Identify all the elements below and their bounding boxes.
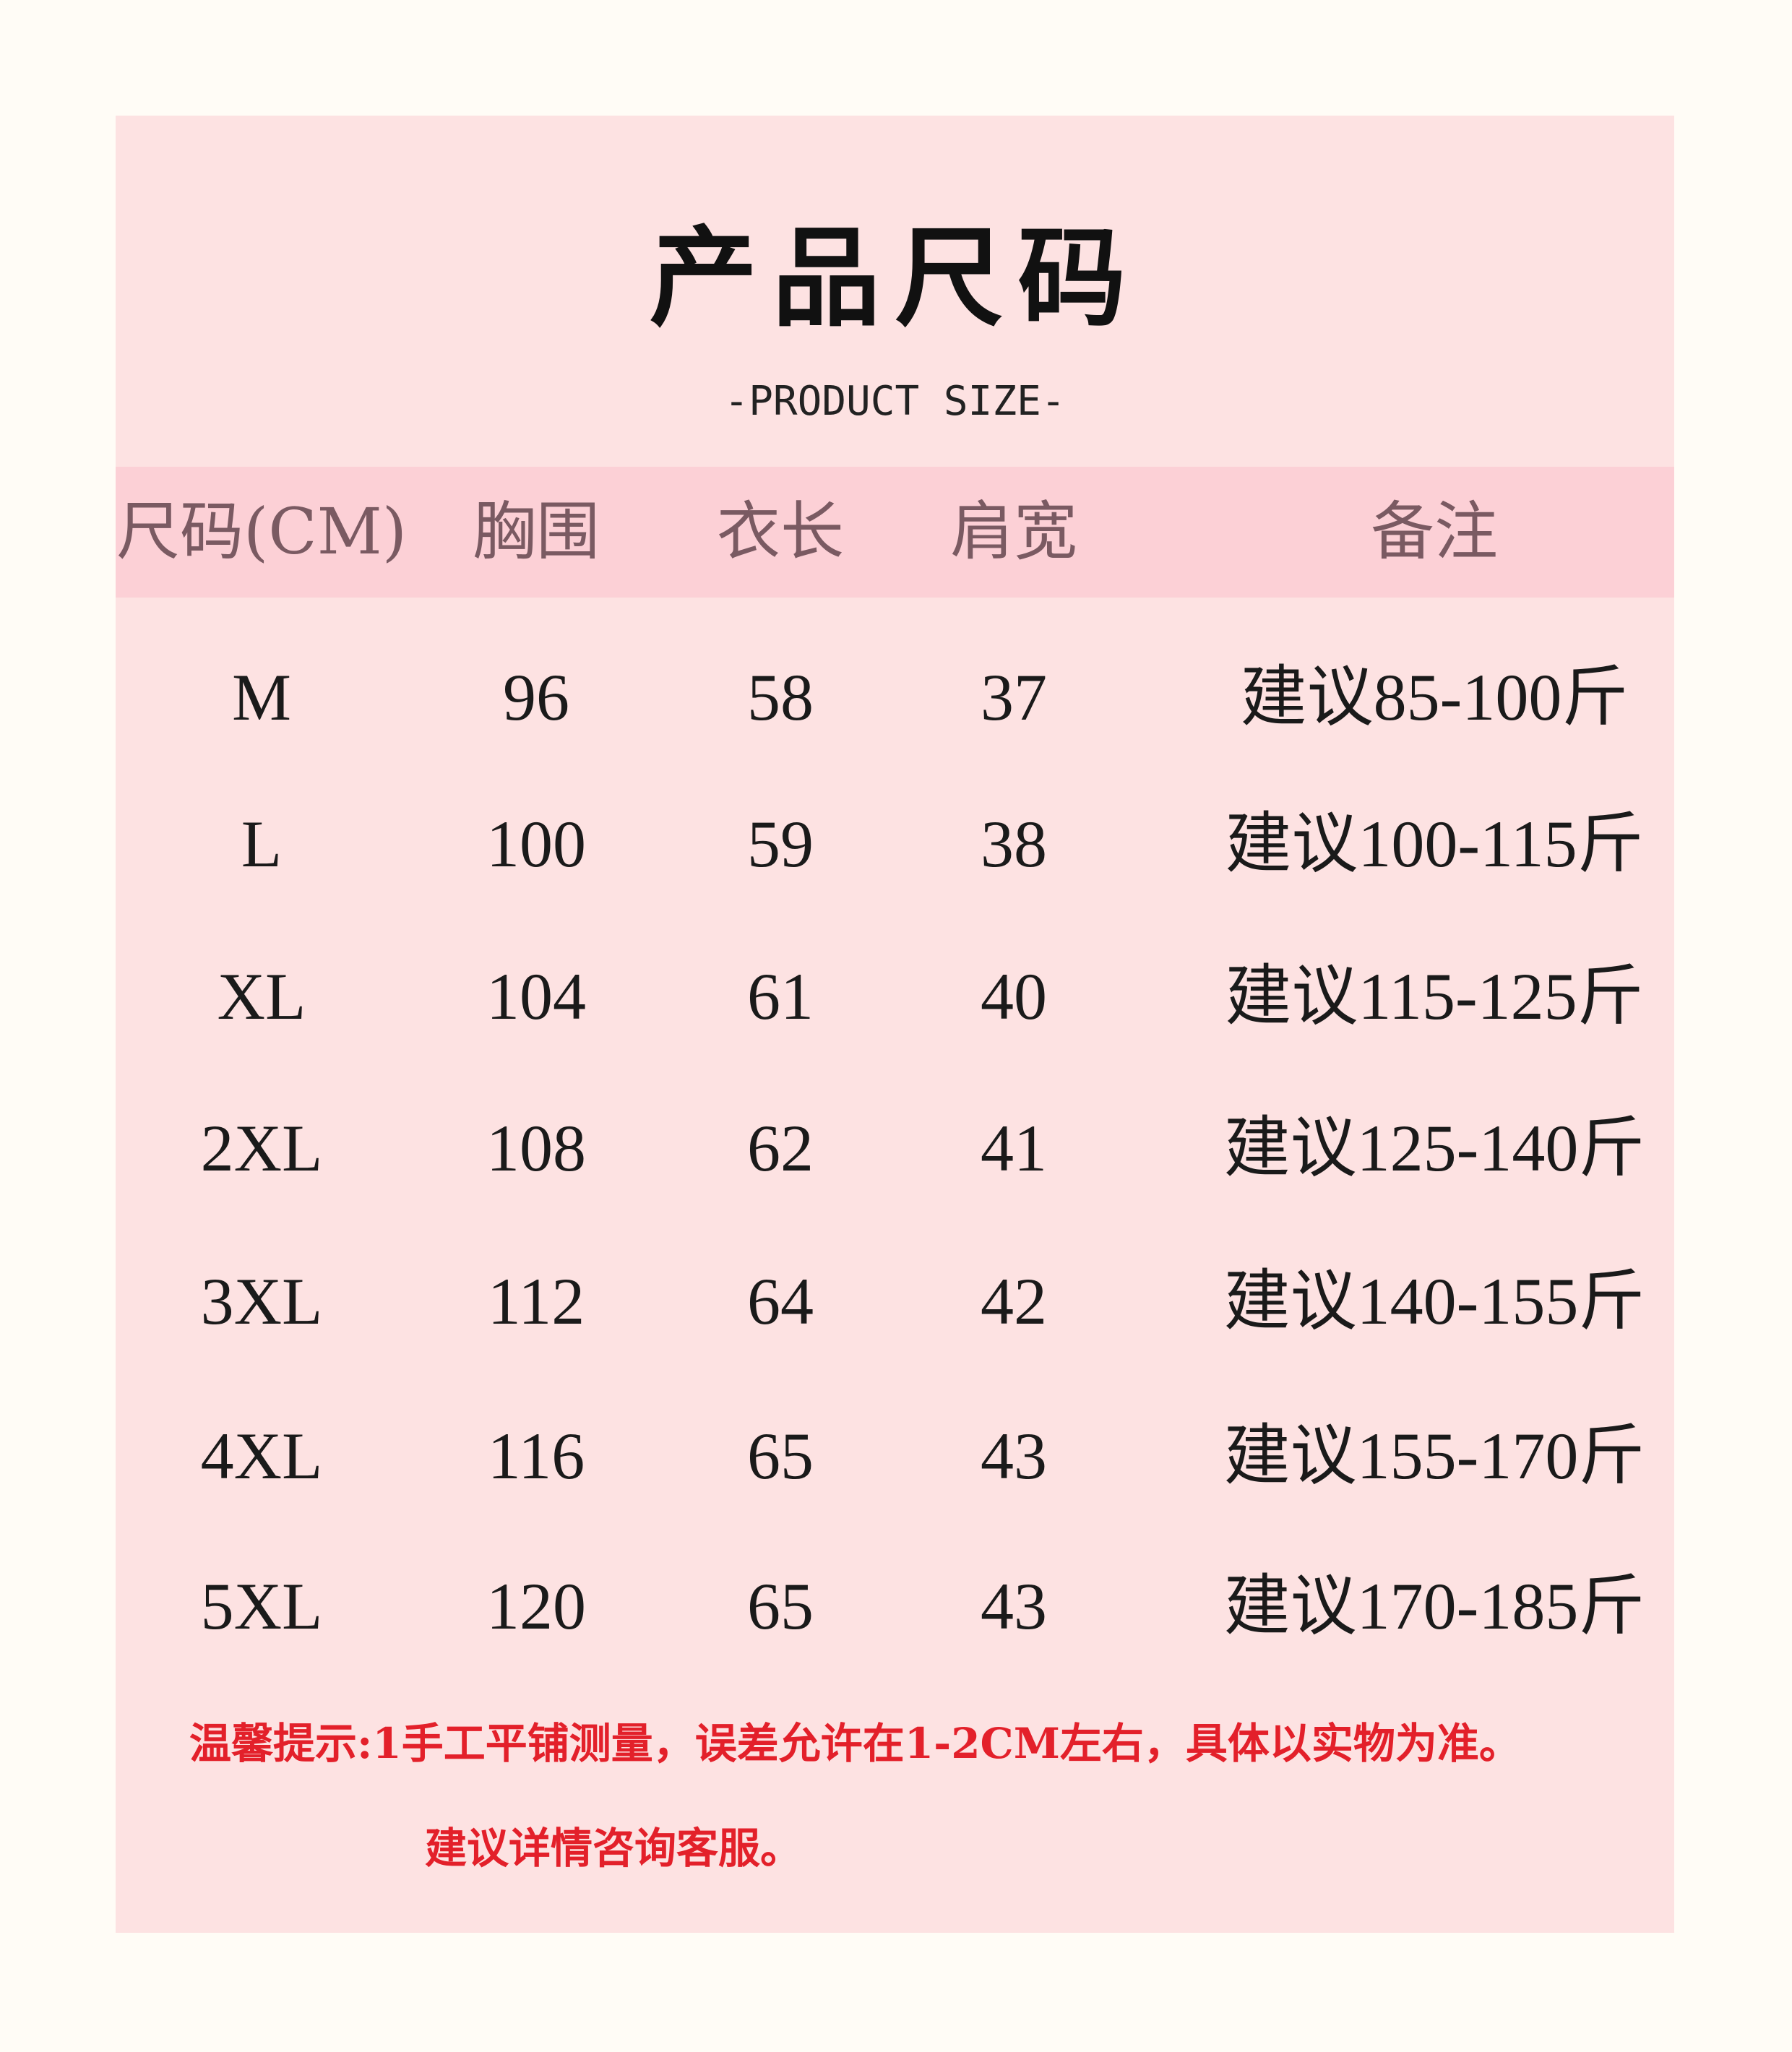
column-header: 衣长 xyxy=(716,494,845,569)
table-cell: 59 xyxy=(747,807,814,881)
table-cell: 41 xyxy=(981,1111,1047,1185)
table-cell: 42 xyxy=(981,1264,1047,1338)
table-header: 尺码(CM) 胸围 衣长 肩宽 备注 xyxy=(116,467,1674,598)
table-cell: 5XL xyxy=(200,1569,323,1643)
table-cell: 65 xyxy=(747,1419,814,1493)
table-cell: 116 xyxy=(487,1419,585,1493)
table-cell: 3XL xyxy=(200,1264,323,1338)
table-cell: 62 xyxy=(747,1111,814,1185)
table-cell: 4XL xyxy=(200,1419,323,1493)
column-header: 肩宽 xyxy=(949,494,1078,569)
table-cell: 112 xyxy=(487,1264,585,1338)
table-cell: 建议140-155斤 xyxy=(1223,1264,1645,1338)
note-line-2: 建议详情咨询客服。 xyxy=(425,1824,803,1873)
table-cell: 96 xyxy=(503,660,569,734)
table-cell: 43 xyxy=(981,1569,1047,1643)
table-cell: 建议100-115斤 xyxy=(1225,807,1644,881)
table-cell: 建议85-100斤 xyxy=(1240,660,1629,734)
page-title: 产品尺码 xyxy=(649,215,1141,342)
table-cell: 120 xyxy=(486,1569,586,1643)
table-cell: 64 xyxy=(747,1264,814,1338)
table-cell: 建议170-185斤 xyxy=(1223,1569,1645,1643)
table-cell: 建议115-125斤 xyxy=(1225,960,1644,1033)
column-header: 胸围 xyxy=(472,494,600,569)
table-cell: 58 xyxy=(747,660,814,734)
table-cell: 100 xyxy=(486,807,586,881)
table-cell: 建议155-170斤 xyxy=(1223,1419,1645,1493)
table-cell: 43 xyxy=(981,1419,1047,1493)
table-cell: L xyxy=(241,807,283,881)
table-cell: 建议125-140斤 xyxy=(1223,1111,1645,1185)
table-cell: 65 xyxy=(747,1569,814,1643)
column-header: 备注 xyxy=(1370,494,1499,569)
table-cell: 104 xyxy=(486,960,586,1033)
size-chart-card: 产品尺码 -PRODUCT SIZE- xyxy=(116,116,1674,1933)
table-cell: 61 xyxy=(747,960,814,1033)
page-subtitle: -PRODUCT SIZE- xyxy=(724,378,1066,425)
note-line-1: 温馨提示:1手工平铺测量，误差允许在1-2CM左右，具体以实物为准。 xyxy=(189,1719,1521,1768)
table-cell: 40 xyxy=(981,960,1047,1033)
table-cell: 2XL xyxy=(200,1111,323,1185)
table-cell: 37 xyxy=(981,660,1047,734)
table-cell: 108 xyxy=(486,1111,586,1185)
table-cell: M xyxy=(232,660,291,734)
column-header: 尺码(CM) xyxy=(116,494,408,569)
table-cell: XL xyxy=(217,960,306,1033)
table-cell: 38 xyxy=(981,807,1047,881)
